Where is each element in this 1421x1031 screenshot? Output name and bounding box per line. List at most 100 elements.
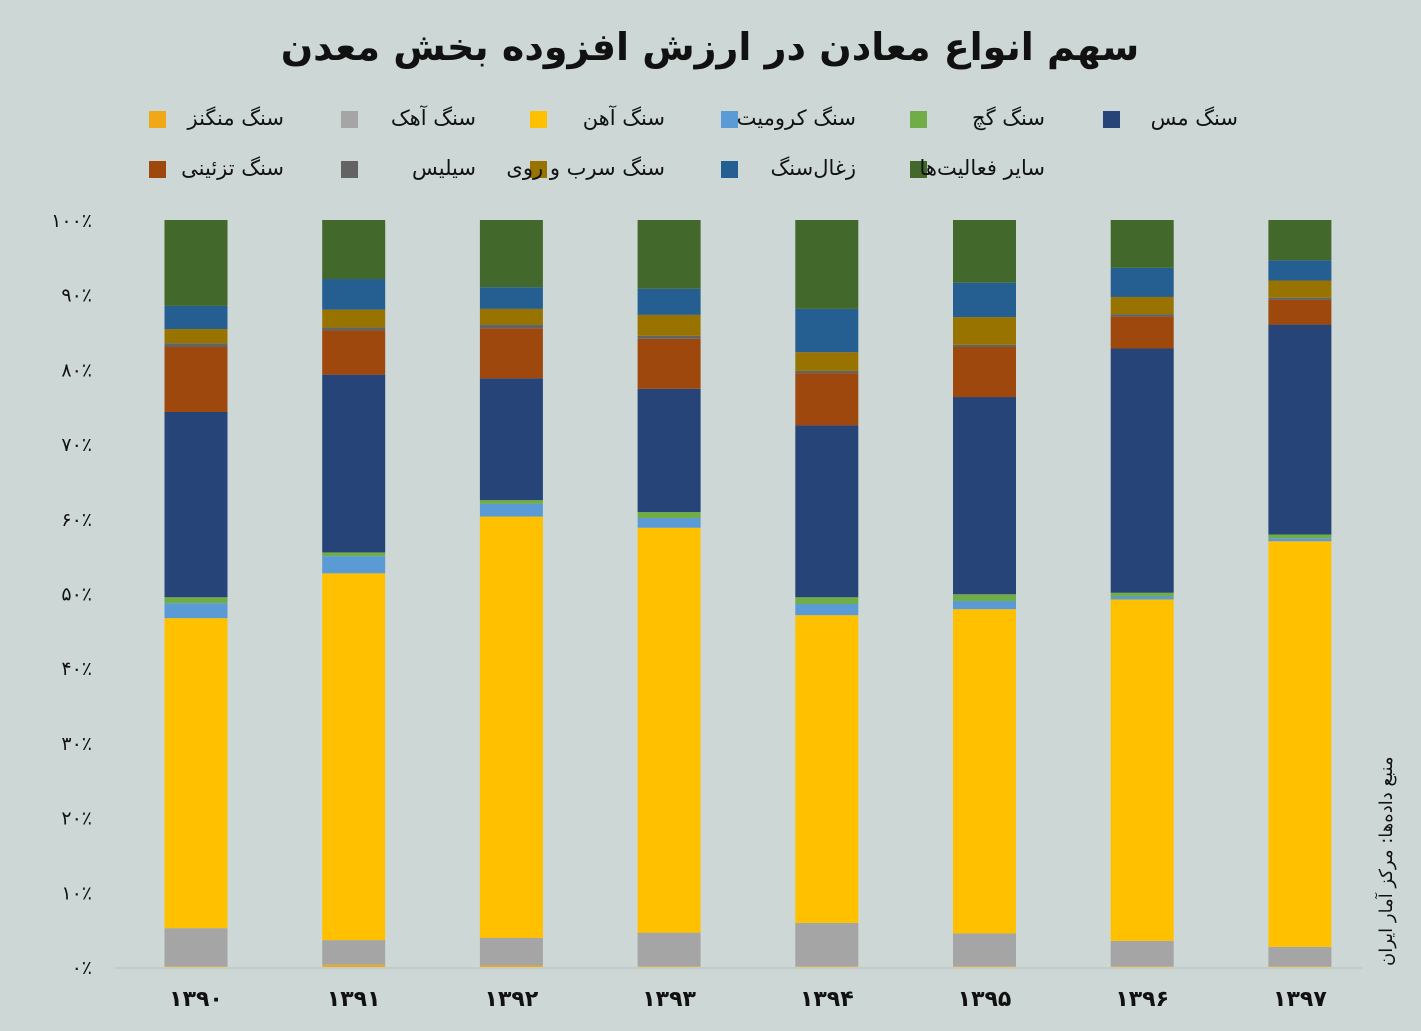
bar-segment: [795, 922, 859, 967]
legend-label: سنگ آهک: [391, 105, 476, 130]
bar-stack-7: [1268, 220, 1332, 967]
bar-segment: [164, 597, 228, 604]
legend-label: سنگ سرب و روی: [506, 156, 665, 180]
bar-segment: [795, 425, 859, 598]
bar-segment: [479, 328, 543, 379]
y-tick-label: ۳۰٪: [61, 733, 92, 755]
bar-segment: [322, 556, 386, 574]
bars: [164, 220, 1332, 967]
bar-segment: [637, 966, 701, 967]
bar-segment: [1268, 534, 1332, 539]
bar-segment: [164, 343, 228, 347]
legend-label: زغال‌سنگ: [770, 156, 856, 180]
bar-segment: [953, 600, 1016, 610]
bar-stack-0: [164, 220, 228, 967]
bar-segment: [1110, 592, 1174, 597]
x-tick-label: ۱۳۹۵: [958, 987, 1012, 1012]
bar-segment: [795, 352, 859, 371]
legend-label: سنگ آهن: [583, 105, 665, 130]
y-axis: ۰٪ ۱۰٪ ۲۰٪ ۳۰٪ ۴۰٪ ۵۰٪ ۶۰٪ ۷۰٪ ۸۰٪ ۹۰٪ ۱۰۰٪: [51, 210, 92, 979]
legend-item: سنگ آهک: [341, 105, 476, 130]
bar-segment: [953, 397, 1016, 595]
legend-swatch: [341, 161, 358, 178]
bar-stack-1: [322, 220, 386, 967]
bar-segment: [1268, 297, 1332, 300]
bar-segment: [637, 220, 701, 289]
legend-label: سنگ گچ: [972, 106, 1045, 130]
legend-item: سنگ کرومیت: [721, 106, 856, 130]
legend-label: سنگ منگنز: [186, 106, 284, 130]
bar-segment: [322, 552, 386, 557]
bar-segment: [164, 346, 228, 412]
bar-stack-5: [953, 220, 1016, 967]
bar-segment: [1268, 260, 1332, 281]
bar-segment: [322, 940, 386, 965]
y-tick-label: ۵۰٪: [61, 584, 92, 606]
bar-segment: [479, 378, 543, 501]
bar-segment: [322, 330, 386, 375]
legend-label: سایر فعالیت‌ها: [920, 156, 1046, 180]
bar-segment: [1110, 348, 1174, 593]
bar-segment: [1268, 541, 1332, 947]
legend-item: سنگ منگنز: [149, 106, 284, 130]
x-axis: ۱۳۹۰ ۱۳۹۱ ۱۳۹۲ ۱۳۹۳ ۱۳۹۴ ۱۳۹۵ ۱۳۹۶ ۱۳۹۷: [169, 987, 1327, 1012]
bar-segment: [164, 329, 228, 344]
bar-segment: [1268, 946, 1332, 967]
bar-segment: [637, 338, 701, 389]
legend-swatch: [341, 111, 358, 128]
legend-label: سنگ مس: [1151, 106, 1238, 130]
legend-item: زغال‌سنگ: [721, 156, 856, 180]
bar-segment: [164, 220, 228, 306]
bar-segment: [795, 308, 859, 353]
bar-segment: [953, 220, 1016, 283]
legend-swatch: [721, 161, 738, 178]
bar-segment: [322, 279, 386, 310]
bar-segment: [1268, 280, 1332, 298]
bar-segment: [1110, 940, 1174, 967]
bar-segment: [322, 374, 386, 553]
bar-segment: [1110, 267, 1174, 297]
bar-segment: [164, 411, 228, 598]
bar-segment: [637, 314, 701, 336]
bar-segment: [322, 327, 386, 331]
legend-swatch: [910, 161, 927, 178]
bar-segment: [1268, 324, 1332, 535]
bar-segment: [953, 344, 1016, 347]
legend-item: سنگ سرب و روی: [506, 156, 665, 180]
bar-segment: [1268, 299, 1332, 325]
legend-item: سنگ مس: [1103, 106, 1238, 130]
y-tick-label: ۹۰٪: [61, 285, 92, 307]
bar-segment: [953, 282, 1016, 318]
bar-segment: [479, 324, 543, 329]
legend-item: سایر فعالیت‌ها: [910, 156, 1045, 180]
legend-item: سنگ آهن: [530, 105, 665, 130]
x-tick-label: ۱۳۹۳: [642, 987, 696, 1012]
x-tick-label: ۱۳۹۲: [485, 987, 539, 1012]
bar-segment: [322, 573, 386, 941]
bar-stack-3: [637, 220, 701, 967]
bar-segment: [953, 966, 1016, 967]
bar-segment: [953, 594, 1016, 601]
legend-swatch: [149, 161, 166, 178]
bar-segment: [795, 370, 859, 374]
y-tick-label: ۴۰٪: [61, 658, 92, 680]
bar-segment: [637, 932, 701, 967]
bar-segment: [322, 220, 386, 280]
bar-segment: [164, 305, 228, 330]
y-tick-label: ۸۰٪: [61, 359, 92, 381]
bar-segment: [1268, 220, 1332, 261]
y-tick-label: ۰٪: [72, 957, 92, 979]
bar-stack-4: [795, 220, 859, 967]
bar-segment: [1110, 314, 1174, 317]
x-tick-label: ۱۳۹۶: [1115, 987, 1169, 1012]
bar-segment: [637, 527, 701, 933]
y-tick-label: ۶۰٪: [61, 509, 92, 531]
legend: سنگ منگنز سنگ آهک سنگ آهن سنگ کرومیت سنگ گچ س…: [149, 105, 1238, 180]
bar-segment: [479, 500, 543, 504]
y-tick-label: ۱۰٪: [61, 882, 92, 904]
bar-segment: [1110, 296, 1174, 315]
bar-segment: [1110, 316, 1174, 349]
y-tick-label: ۷۰٪: [61, 434, 92, 456]
legend-swatch: [721, 111, 738, 128]
bar-segment: [1110, 966, 1174, 967]
